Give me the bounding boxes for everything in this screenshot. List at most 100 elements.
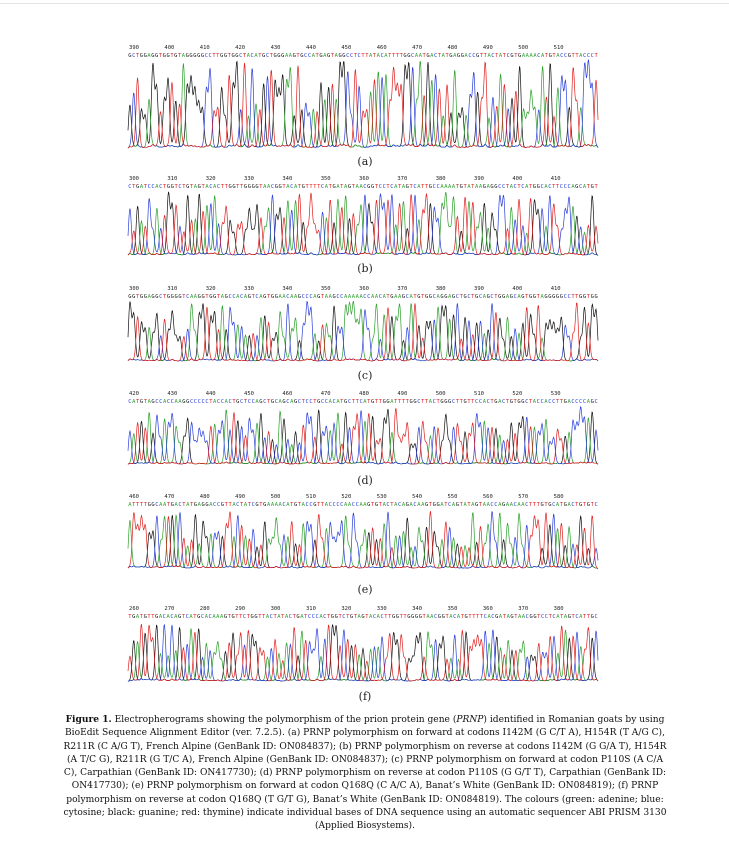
base-call: T [296,53,300,59]
base-call: G [517,399,520,405]
base-call: G [367,502,370,508]
base-call: T [421,184,425,190]
base-call: A [410,502,414,508]
base-call: C [583,53,586,59]
base-call: C [205,399,208,405]
panel-label-a: (a) [357,155,373,168]
base-call: G [342,53,345,59]
base-call: T [503,53,507,59]
base-call: T [495,53,499,59]
base-call: C [541,399,544,405]
base-call: G [350,614,353,620]
base-call: A [377,53,381,59]
base-call: C [490,502,493,508]
base-call: C [221,399,224,405]
tick-label: 450 [341,45,351,51]
base-call: G [296,614,299,620]
base-call: A [259,294,263,300]
base-call: T [476,614,480,620]
base-call: G [510,294,513,300]
base-call: G [151,399,154,405]
base-call: G [344,399,347,405]
base-call: G [495,614,498,620]
base-call: C [356,502,359,508]
trace-G [127,60,599,148]
base-call: C [571,502,574,508]
base-call: T [461,614,465,620]
base-call: T [216,53,220,59]
base-call: A [525,184,529,190]
base-call: G [338,53,341,59]
base-call: C [178,502,181,508]
base-call: A [384,53,388,59]
base-call: A [244,294,248,300]
base-call: A [285,53,289,59]
base-call: G [151,294,154,300]
base-call: G [271,294,274,300]
base-call: C [571,399,574,405]
base-call: T [537,614,541,620]
base-call: A [247,53,251,59]
base-call: A [356,294,360,300]
base-call: C [325,399,328,405]
base-call: T [252,294,256,300]
base-call: A [487,502,491,508]
base-call: C [363,184,366,190]
base-call: C [336,502,339,508]
base-call: A [213,399,217,405]
base-call: A [533,53,537,59]
base-call: G [371,399,374,405]
tick-label: 480 [447,45,457,51]
base-call: G [407,614,410,620]
base-call: C [336,294,339,300]
base-call: G [231,614,234,620]
base-call: G [406,184,409,190]
base-call: G [402,294,405,300]
base-call: G [331,614,334,620]
base-call: T [529,399,533,405]
base-call: G [178,294,181,300]
base-call: G [457,53,460,59]
base-call: G [460,184,463,190]
base-call: G [171,184,174,190]
base-call: T [388,53,392,59]
base-call: G [144,53,147,59]
panel-label-d: (d) [357,474,373,487]
base-call: T [190,502,194,508]
base-call: A [267,184,271,190]
base-call: G [568,614,571,620]
base-call: A [475,184,479,190]
base-call: G [252,184,255,190]
electropherogram-panel-f: 260 270 280 290 300 310 320 330 340 350 360 370 380 T… [127,601,599,685]
base-call: T [480,53,484,59]
base-call: A [220,614,224,620]
base-call: T [290,502,294,508]
base-call: C [151,184,154,190]
base-call: T [244,399,248,405]
base-call: C [350,53,353,59]
base-call: G [298,294,301,300]
base-call: C [567,294,570,300]
base-call: C [491,53,494,59]
base-call: A [444,184,448,190]
base-call: C [507,53,510,59]
base-call: G [281,53,284,59]
base-call: G [155,53,158,59]
base-call: A [166,614,170,620]
base-call: G [594,294,597,300]
caption-label: Figure 1. [65,714,112,725]
base-call: A [430,53,434,59]
base-call: T [302,399,306,405]
caption-gene-name: PRNP [456,715,484,725]
tick-label: 510 [554,45,564,51]
base-call: A [289,53,293,59]
base-call: T [182,184,186,190]
base-call: A [587,399,591,405]
base-call: A [128,502,132,508]
base-call: C [587,53,590,59]
base-call: C [575,399,578,405]
base-call: G [197,614,200,620]
base-call: A [471,502,475,508]
base-call: T [514,399,518,405]
